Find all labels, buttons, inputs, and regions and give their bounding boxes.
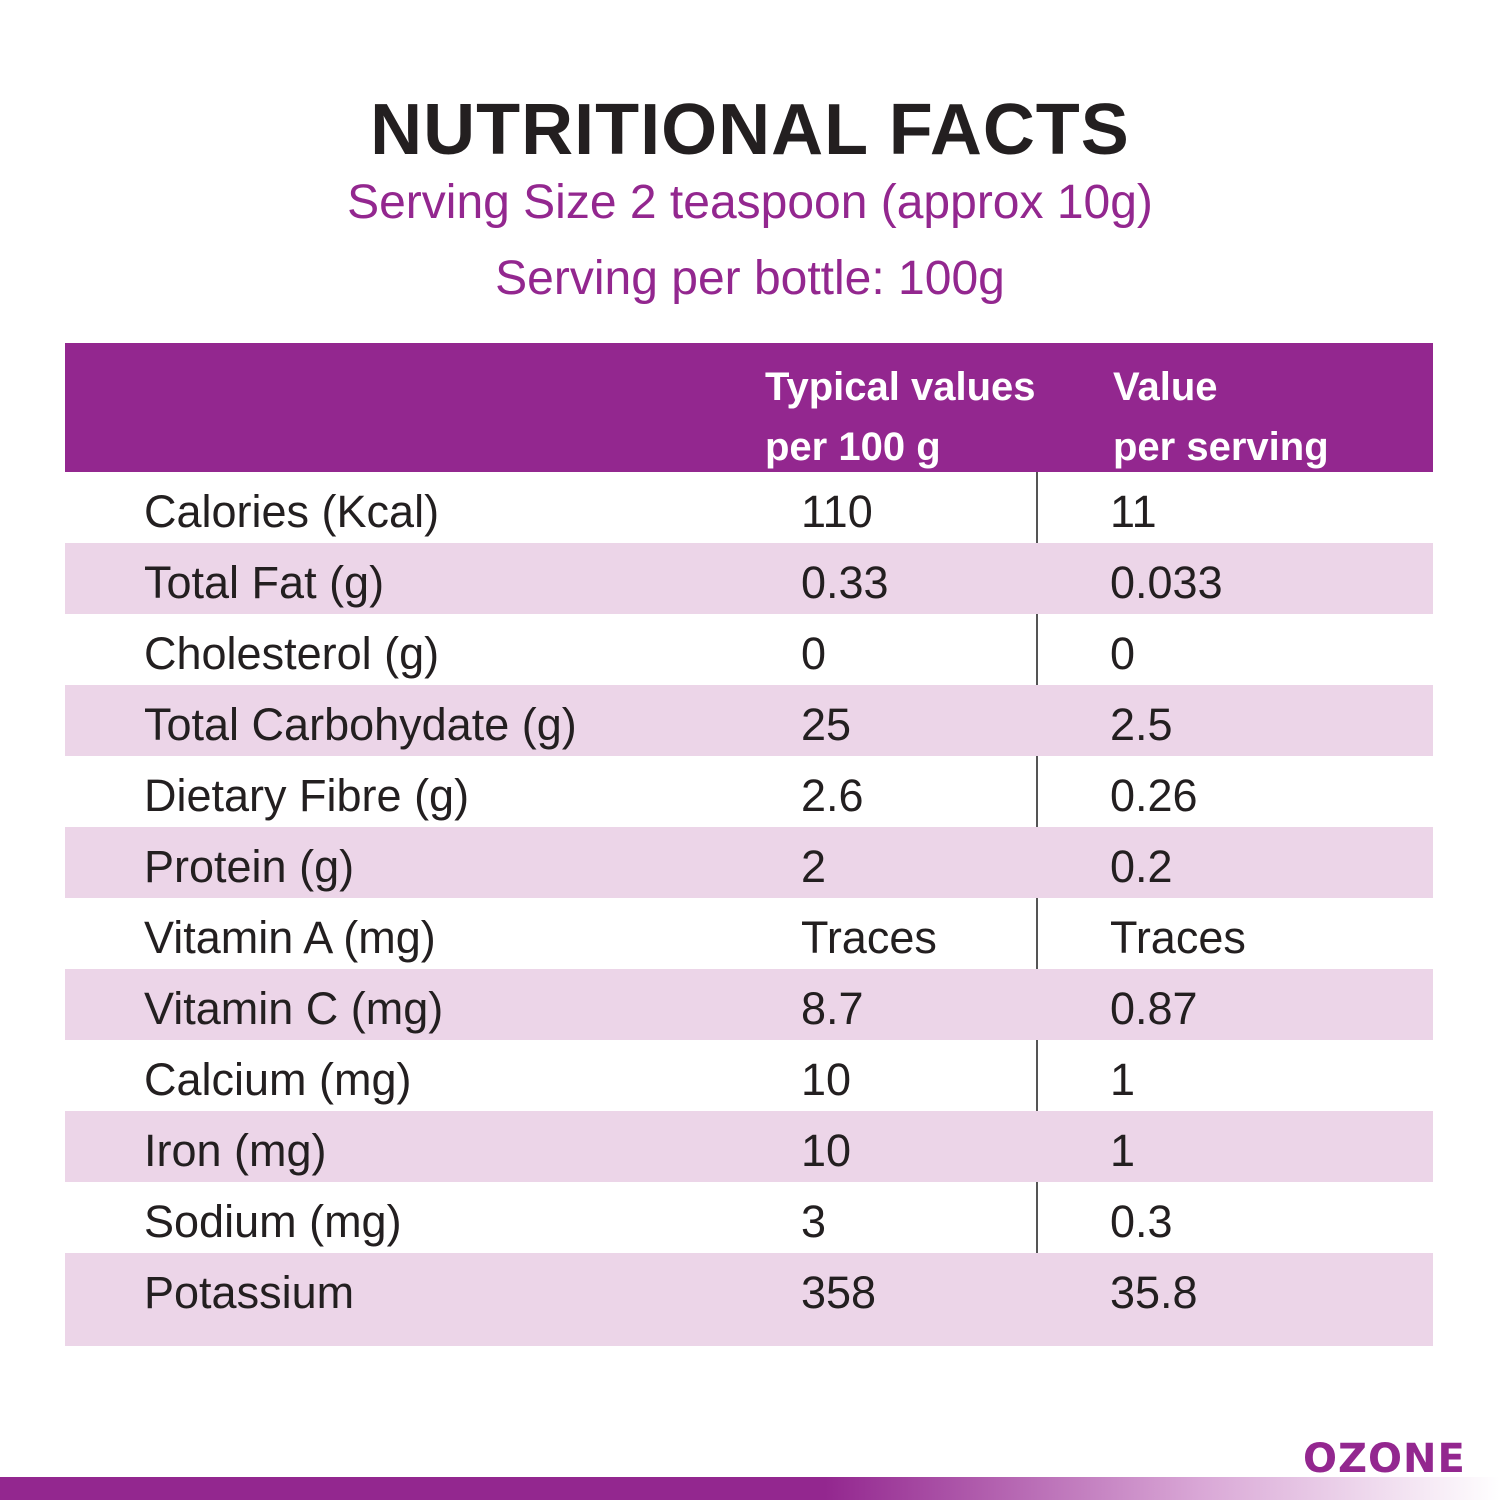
value-per-100g: 10 [801, 1054, 852, 1105]
table-row: Calories (Kcal) 110 11 [65, 472, 1433, 543]
value-per-100g: 8.7 [801, 983, 864, 1034]
bottom-accent-bar [0, 1477, 1500, 1500]
nutrient-name: Potassium [144, 1267, 355, 1318]
column-header-line: per 100 g [765, 425, 941, 469]
table-row: Dietary Fibre (g) 2.6 0.26 [65, 756, 1433, 827]
nutrient-name: Dietary Fibre (g) [144, 770, 470, 821]
value-per-serving: 35.8 [1110, 1267, 1198, 1318]
nutrient-name: Total Carbohydate (g) [144, 699, 577, 750]
table-row: Total Fat (g) 0.33 0.033 [65, 543, 1433, 614]
nutrient-name: Vitamin C (mg) [144, 983, 444, 1034]
value-per-serving: 0.26 [1110, 770, 1198, 821]
nutrition-table: Typical values per 100 g Value per servi… [65, 343, 1433, 1346]
value-per-serving: Traces [1110, 912, 1246, 963]
table-row: Total Carbohydate (g) 25 2.5 [65, 685, 1433, 756]
value-per-serving: 0.033 [1110, 557, 1223, 608]
page-title: NUTRITIONAL FACTS [370, 90, 1130, 170]
value-per-serving: 0.3 [1110, 1196, 1173, 1247]
value-per-100g: 0 [801, 628, 827, 679]
value-per-100g: Traces [801, 912, 937, 963]
table-body: Calories (Kcal) 110 11 Total Fat (g) 0.33 0.0… [65, 472, 1433, 1346]
value-per-serving: 0.2 [1110, 841, 1173, 892]
value-per-serving: 1 [1110, 1054, 1136, 1105]
nutrient-name: Sodium (mg) [144, 1196, 402, 1247]
serving-size: Serving Size 2 teaspoon (approx 10g) [347, 176, 1153, 229]
value-per-serving: 0.87 [1110, 983, 1198, 1034]
table-row: Potassium 358 35.8 [65, 1253, 1433, 1346]
nutrient-name: Calories (Kcal) [144, 486, 440, 537]
value-per-serving: 0 [1110, 628, 1136, 679]
serving-per-bottle: Serving per bottle: 100g [495, 252, 1005, 305]
table-row: Sodium (mg) 3 0.3 [65, 1182, 1433, 1253]
column-header-per-serving: Value per serving [1113, 357, 1329, 477]
table-header: Typical values per 100 g Value per servi… [65, 343, 1433, 472]
value-per-100g: 2.6 [801, 770, 864, 821]
value-per-100g: 3 [801, 1196, 827, 1247]
column-divider [1036, 472, 1038, 1346]
brand-logo: OZONE [1303, 1436, 1466, 1482]
value-per-100g: 110 [801, 486, 873, 537]
table-row: Vitamin A (mg) Traces Traces [65, 898, 1433, 969]
value-per-100g: 0.33 [801, 557, 889, 608]
value-per-serving: 2.5 [1110, 699, 1173, 750]
nutrient-name: Cholesterol (g) [144, 628, 440, 679]
table-row: Cholesterol (g) 0 0 [65, 614, 1433, 685]
value-per-100g: 2 [801, 841, 827, 892]
nutrient-name: Vitamin A (mg) [144, 912, 436, 963]
table-row: Protein (g) 2 0.2 [65, 827, 1433, 898]
column-header-per-100g: Typical values per 100 g [765, 357, 1036, 477]
table-row: Vitamin C (mg) 8.7 0.87 [65, 969, 1433, 1040]
value-per-100g: 25 [801, 699, 852, 750]
value-per-100g: 358 [801, 1267, 877, 1318]
nutrient-name: Iron (mg) [144, 1125, 327, 1176]
nutrient-name: Calcium (mg) [144, 1054, 412, 1105]
column-header-line: Value [1113, 365, 1218, 409]
table-row: Calcium (mg) 10 1 [65, 1040, 1433, 1111]
table-row: Iron (mg) 10 1 [65, 1111, 1433, 1182]
nutrient-name: Total Fat (g) [144, 557, 385, 608]
value-per-serving: 11 [1110, 486, 1157, 537]
value-per-100g: 10 [801, 1125, 852, 1176]
column-header-line: Typical values [765, 365, 1036, 409]
nutrient-name: Protein (g) [144, 841, 355, 892]
value-per-serving: 1 [1110, 1125, 1136, 1176]
column-header-line: per serving [1113, 425, 1329, 469]
